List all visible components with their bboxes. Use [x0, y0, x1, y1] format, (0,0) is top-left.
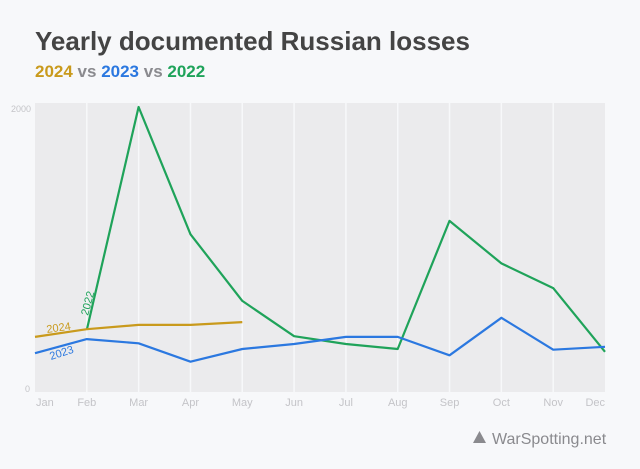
y-tick-0: 0 — [25, 384, 30, 394]
x-tick-jun: Jun — [285, 397, 303, 409]
x-tick-oct: Oct — [493, 397, 510, 409]
x-tick-jul: Jul — [339, 397, 353, 409]
x-tick-sep: Sep — [440, 397, 460, 409]
series-label-2024: 2024 — [46, 321, 72, 336]
subtitle-vs-1: vs — [73, 62, 101, 81]
subtitle-2024: 2024 — [35, 62, 73, 81]
x-tick-apr: Apr — [182, 397, 199, 409]
x-tick-aug: Aug — [388, 397, 408, 409]
x-tick-jan: Jan — [36, 397, 54, 409]
x-tick-nov: Nov — [543, 397, 563, 409]
chart-title: Yearly documented Russian losses — [35, 26, 470, 56]
x-tick-mar: Mar — [129, 397, 148, 409]
warspotting-logo-icon — [473, 431, 486, 443]
x-tick-may: May — [232, 397, 253, 409]
source-label: WarSpotting.net — [492, 431, 607, 448]
subtitle-vs-2: vs — [139, 62, 167, 81]
plot-area — [35, 103, 605, 392]
subtitle-2022: 2022 — [167, 62, 205, 81]
subtitle-2023: 2023 — [101, 62, 139, 81]
y-tick-2000: 2000 — [11, 104, 31, 114]
chart-subtitle: 2024 vs 2023 vs 2022 — [35, 62, 205, 81]
series-line-2023 — [34, 316, 606, 363]
x-tick-dec: Dec — [585, 397, 605, 409]
x-tick-feb: Feb — [77, 397, 96, 409]
